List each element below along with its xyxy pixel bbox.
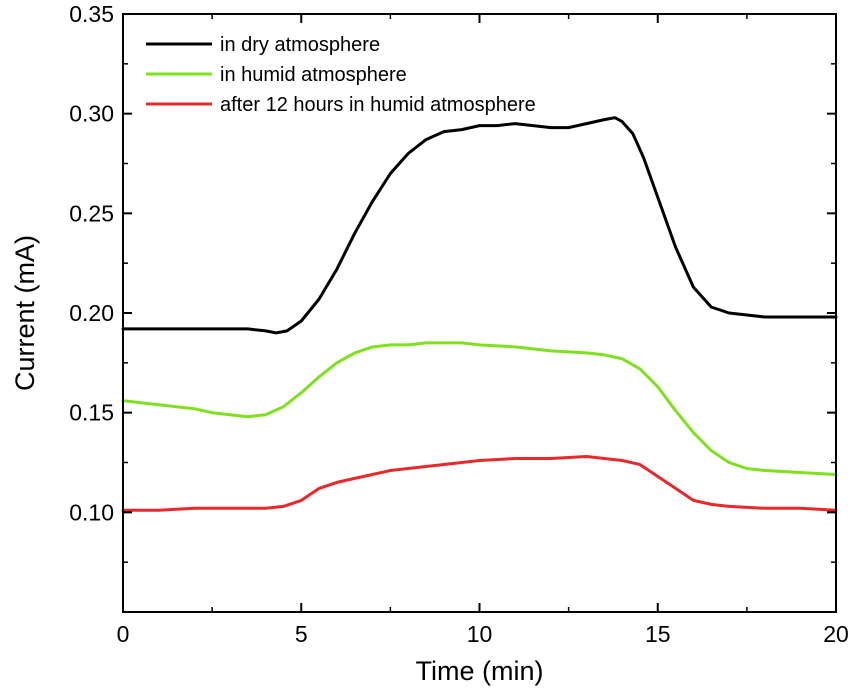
x-tick-label: 0 [117, 621, 130, 647]
series-line-3 [121, 455, 838, 512]
series-line-2 [121, 341, 838, 476]
series-layer [121, 116, 838, 512]
series-line-1 [121, 116, 838, 335]
x-tick-label: 5 [295, 621, 308, 647]
y-tick-label: 0.10 [69, 499, 114, 525]
legend-label: in dry atmosphere [220, 34, 380, 56]
legend-label: after 12 hours in humid atmosphere [220, 94, 536, 116]
y-axis-title: Current (mA) [10, 235, 40, 391]
y-tick-label: 0.35 [69, 1, 114, 27]
y-tick-label: 0.25 [69, 200, 114, 226]
x-tick-label: 15 [645, 621, 671, 647]
x-axis-title: Time (min) [416, 656, 544, 686]
axis-ticks: 0.10 0.15 0.20 0.25 0.30 0.35 0 5 10 15 20 [69, 1, 849, 647]
y-tick-label: 0.20 [69, 300, 114, 326]
x-tick-label: 10 [467, 621, 493, 647]
x-tick-label: 20 [823, 621, 849, 647]
y-tick-label: 0.15 [69, 400, 114, 426]
legend: in dry atmosphere in humid atmosphere afte… [146, 34, 536, 116]
legend-label: in humid atmosphere [220, 64, 407, 86]
y-tick-label: 0.30 [69, 101, 114, 127]
